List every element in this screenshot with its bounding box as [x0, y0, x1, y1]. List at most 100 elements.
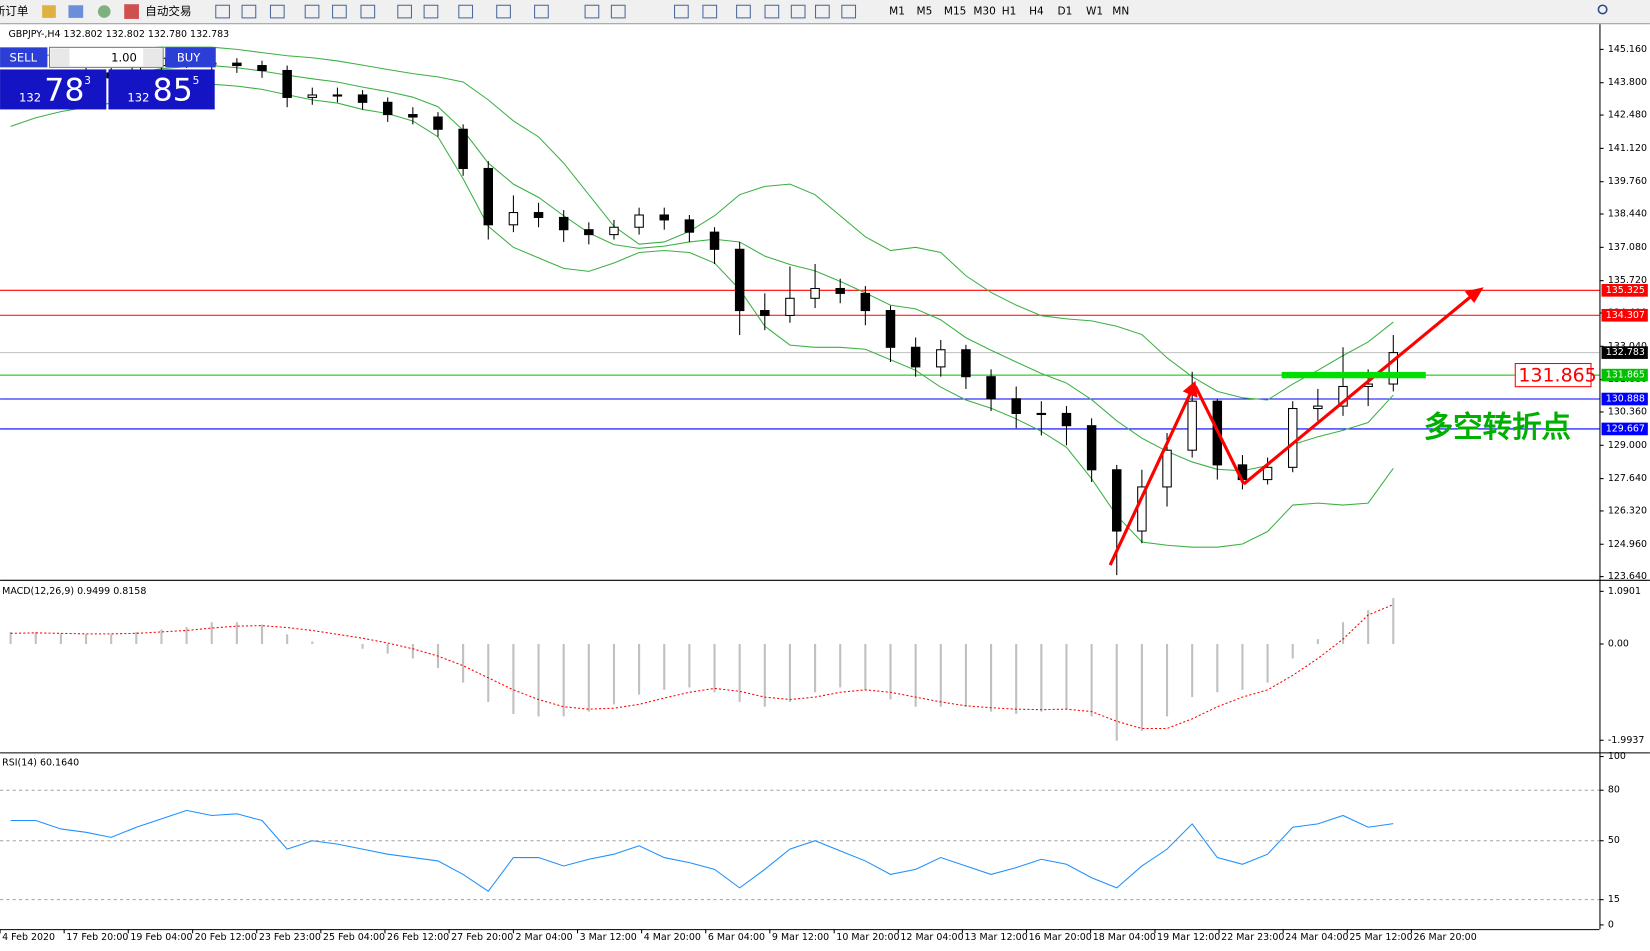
toolbar	[0, 0, 1650, 24]
buy-button[interactable]	[165, 47, 216, 68]
toolbar-icon[interactable]	[736, 4, 751, 19]
candle-body	[1187, 400, 1197, 451]
timeframe-button[interactable]: D1	[1058, 6, 1073, 18]
y-tick-label: 135.720	[1608, 275, 1647, 286]
level-label-bg	[1601, 422, 1648, 436]
x-tick-label: 23 Feb 23:00	[259, 932, 321, 943]
toolbar-icon[interactable]	[423, 4, 439, 19]
toolbar-icon[interactable]	[610, 4, 626, 19]
toolbar-icon[interactable]	[97, 5, 111, 18]
timeframe-button[interactable]: M5	[917, 6, 933, 18]
toolbar-icon[interactable]	[496, 4, 511, 19]
sell-button[interactable]	[0, 47, 48, 68]
candle-body	[533, 212, 544, 218]
y-tick-label: 123.640	[1608, 571, 1647, 582]
candle-body	[936, 349, 946, 368]
lot-spin-up[interactable]	[143, 48, 163, 67]
lot-input[interactable]	[48, 46, 164, 68]
candle-body	[835, 287, 845, 294]
macd-signal	[10, 604, 1394, 730]
candle-body	[1112, 469, 1122, 532]
timeframe-button[interactable]: M15	[944, 6, 966, 18]
candle-body	[734, 248, 745, 312]
lot-spin-down[interactable]	[50, 48, 70, 67]
toolbar-icon[interactable]	[360, 4, 376, 19]
candle-body	[785, 297, 795, 316]
toolbar-icon[interactable]	[458, 4, 474, 19]
level-label: 129.667	[1606, 423, 1645, 434]
bollinger-lower	[10, 83, 1394, 548]
toolbar-icon[interactable]	[674, 4, 689, 19]
bollinger-middle	[10, 65, 1394, 472]
candle-body	[709, 231, 720, 250]
candle-body	[760, 310, 770, 316]
toolbar-icon[interactable]	[124, 4, 139, 19]
candle-body	[885, 310, 896, 348]
indicator-title: MACD(12,26,9) 0.9499 0.8158	[2, 586, 146, 597]
y-tick-label: 0.00	[1608, 638, 1629, 649]
candle-body	[483, 167, 494, 226]
bid-label-bg	[1601, 346, 1648, 359]
toolbar-icon[interactable]	[68, 5, 84, 18]
candle-body	[433, 116, 443, 130]
toolbar-icon[interactable]	[534, 4, 549, 19]
toolbar-icon[interactable]	[304, 4, 320, 19]
x-tick-label: 16 Mar 20:00	[1029, 932, 1092, 943]
y-tick-label: 15	[1608, 894, 1620, 905]
toolbar-icon[interactable]	[815, 4, 830, 19]
buy-price-box[interactable]	[108, 69, 215, 110]
toolbar-icon[interactable]	[397, 4, 413, 19]
bollinger-upper	[10, 46, 1394, 401]
y-tick-label: 126.320	[1608, 505, 1647, 516]
annotation-text: 多空转折点	[1424, 410, 1571, 444]
level-label-bg	[1601, 368, 1648, 382]
candle-body	[1061, 412, 1072, 427]
toolbar-icon[interactable]	[584, 4, 600, 19]
timeframe-button[interactable]: M1	[889, 6, 905, 18]
x-tick-label: 18 Mar 04:00	[1093, 932, 1156, 943]
candle-body	[1338, 385, 1348, 407]
timeframe-button[interactable]: M30	[973, 6, 995, 18]
timeframe-button[interactable]: H1	[1002, 6, 1017, 18]
timeframe-button[interactable]: MN	[1112, 6, 1129, 18]
price-point: 3	[84, 75, 91, 87]
y-tick-label: 130.360	[1608, 406, 1647, 417]
candle-body	[659, 214, 669, 221]
toolbar-icon[interactable]	[764, 4, 780, 19]
timeframe-button[interactable]: H4	[1029, 6, 1044, 18]
y-tick-label: 100	[1608, 751, 1626, 762]
toolbar-button[interactable]: 新订单	[0, 4, 28, 18]
level-label-bg	[1601, 392, 1648, 406]
toolbar-icon[interactable]	[332, 4, 347, 19]
toolbar-icon[interactable]	[241, 4, 257, 19]
toolbar-icon[interactable]	[702, 4, 718, 19]
toolbar-icon[interactable]	[790, 4, 806, 19]
x-tick-label: 25 Mar 12:00	[1349, 932, 1412, 943]
toolbar-icon[interactable]	[841, 4, 857, 19]
candle-body	[684, 219, 695, 233]
toolbar-icon[interactable]	[42, 5, 56, 18]
indicator-title: RSI(14) 60.1640	[2, 757, 79, 768]
x-tick-label: 19 Mar 12:00	[1157, 932, 1220, 943]
candle-body	[332, 94, 343, 97]
x-tick-label: 19 Feb 04:00	[130, 932, 192, 943]
toolbar-icon[interactable]	[269, 4, 285, 19]
level-callout: 131.865	[1518, 365, 1596, 387]
sell-price-box[interactable]	[0, 69, 107, 110]
candle-body	[558, 216, 569, 231]
toolbar-button[interactable]: 自动交易	[145, 4, 191, 18]
candle-body	[282, 69, 292, 98]
y-tick-label: 0	[1608, 919, 1614, 930]
timeframe-button[interactable]: W1	[1086, 6, 1103, 18]
y-tick-label: 142.480	[1608, 110, 1647, 121]
lot-value[interactable]: 1.00	[111, 50, 137, 64]
arrow-head	[1182, 380, 1198, 398]
sell-label[interactable]: SELL	[10, 50, 38, 64]
x-tick-label: 12 Mar 04:00	[900, 932, 963, 943]
candle-body	[1036, 412, 1047, 416]
candle-body	[1313, 405, 1323, 410]
search-icon[interactable]	[1597, 4, 1608, 15]
toolbar-icon[interactable]	[215, 4, 230, 19]
buy-label[interactable]: BUY	[177, 50, 201, 64]
